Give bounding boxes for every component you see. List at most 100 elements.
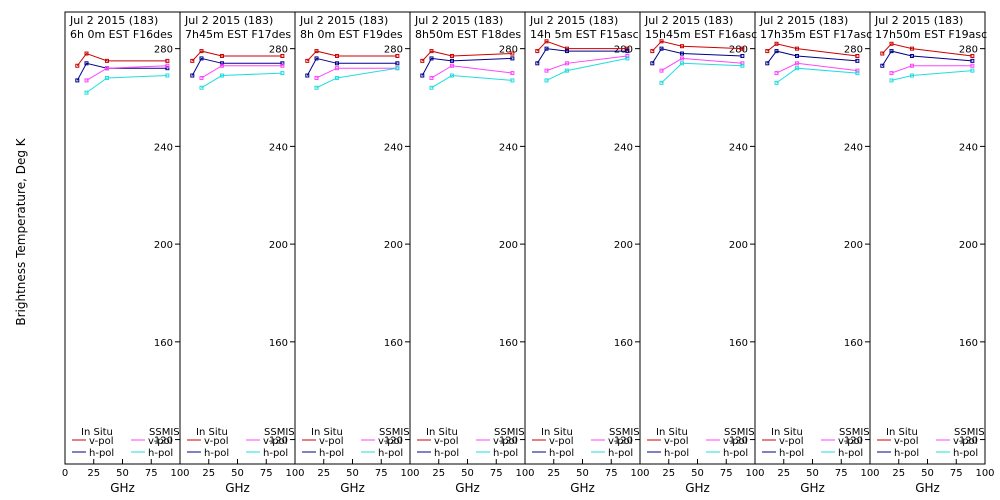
- legend-ssmis-title: SSMIS: [724, 427, 755, 438]
- series-line: [421, 50, 513, 62]
- data-point: [199, 49, 204, 54]
- y-tick-label: 120: [154, 436, 173, 447]
- legend-entry-label: h-pol: [894, 448, 919, 459]
- legend-entry-label: h-pol: [89, 448, 114, 459]
- data-point: [219, 53, 224, 58]
- series-line: [86, 75, 168, 94]
- y-tick-label: 160: [269, 338, 288, 349]
- data-point: [449, 53, 454, 58]
- x-axis-label: GHz: [685, 481, 710, 495]
- panel-title-time: 17h35m EST F17asc: [760, 28, 872, 41]
- data-point: [314, 85, 319, 90]
- data-point: [889, 41, 894, 46]
- x-tick-label: 75: [720, 468, 733, 479]
- y-tick-label: 280: [499, 45, 518, 56]
- legend-insitu-title: In Situ: [771, 427, 803, 438]
- series-line: [546, 57, 628, 81]
- data-point: [280, 61, 285, 66]
- y-tick-label: 160: [614, 338, 633, 349]
- data-point: [625, 53, 630, 58]
- y-tick-label: 200: [614, 240, 633, 251]
- x-tick-label: 75: [260, 468, 273, 479]
- x-tick-label: 50: [921, 468, 934, 479]
- data-point: [314, 49, 319, 54]
- data-point: [219, 61, 224, 66]
- series-line: [651, 40, 743, 52]
- series-line: [546, 55, 628, 72]
- x-tick-label: 100: [975, 468, 994, 479]
- data-point: [420, 73, 425, 78]
- data-point: [774, 49, 779, 54]
- panel-4: Jul 2 2015 (183)8h50m EST F18des 120 160 20…: [409, 11, 535, 495]
- panel-frame: [179, 11, 296, 465]
- legend-entry-label: v-pol: [434, 436, 459, 447]
- series-line: [306, 57, 398, 76]
- data-point: [314, 75, 319, 80]
- x-tick-label: 75: [145, 468, 158, 479]
- data-point: [774, 71, 779, 76]
- panel-frame: [754, 11, 871, 465]
- panel-2: Jul 2 2015 (183)7h45m EST F17des 120 160 20…: [179, 11, 305, 495]
- data-point: [314, 56, 319, 61]
- data-point: [880, 51, 885, 56]
- legend-insitu-title: In Situ: [426, 427, 458, 438]
- x-tick-label: 25: [432, 468, 445, 479]
- y-tick-label: 280: [384, 45, 403, 56]
- legend-entry-label: v-pol: [319, 436, 344, 447]
- data-point: [659, 39, 664, 44]
- series-line: [431, 65, 513, 79]
- data-point: [765, 61, 770, 66]
- legend-entry-label: v-pol: [779, 436, 804, 447]
- y-tick-label: 200: [729, 240, 748, 251]
- data-point: [280, 53, 285, 58]
- panel-3: Jul 2 2015 (183)8h 0m EST F19des 120 160 20…: [294, 11, 420, 495]
- x-tick-label: 100: [285, 468, 304, 479]
- data-point: [659, 46, 664, 51]
- panel-title-date: Jul 2 2015 (183): [644, 14, 733, 27]
- legend-entry-label: h-pol: [434, 448, 459, 459]
- data-point: [535, 49, 540, 54]
- x-tick-label: 100: [745, 468, 764, 479]
- legend-entry-label: v-pol: [664, 436, 689, 447]
- legend-entry-label: v-pol: [838, 436, 863, 447]
- y-axis-label: Brightness Temperature, Deg K: [14, 137, 28, 325]
- panel-title-date: Jul 2 2015 (183): [874, 14, 963, 27]
- series-line: [431, 75, 513, 89]
- x-tick-label: 25: [662, 468, 675, 479]
- panel-title-time: 6h 0m EST F16des: [70, 28, 173, 41]
- legend-ssmis-title: SSMIS: [264, 427, 295, 438]
- series-line: [766, 50, 858, 64]
- legend-insitu-title: In Situ: [886, 427, 918, 438]
- y-tick-label: 120: [384, 436, 403, 447]
- x-tick-label: 50: [231, 468, 244, 479]
- x-tick-label: 25: [547, 468, 560, 479]
- data-point: [889, 78, 894, 83]
- data-point: [305, 58, 310, 63]
- data-point: [625, 56, 630, 61]
- data-point: [794, 66, 799, 71]
- data-point: [855, 71, 860, 76]
- y-tick-label: 120: [959, 436, 978, 447]
- series-line: [536, 48, 628, 64]
- legend-entry-label: h-pol: [953, 448, 978, 459]
- legend-ssmis-title: SSMIS: [954, 427, 985, 438]
- y-tick-label: 280: [154, 45, 173, 56]
- panel-frame: [869, 11, 986, 465]
- y-tick-label: 240: [384, 142, 403, 153]
- series-line: [316, 67, 398, 79]
- legend-ssmis-title: SSMIS: [494, 427, 525, 438]
- x-tick-label: 100: [400, 468, 419, 479]
- legend-insitu-title: In Situ: [311, 427, 343, 438]
- y-tick-label: 240: [614, 142, 633, 153]
- data-point: [544, 46, 549, 51]
- data-point: [679, 56, 684, 61]
- legend-entry-label: v-pol: [378, 436, 403, 447]
- data-point: [740, 63, 745, 68]
- x-tick-label: 50: [806, 468, 819, 479]
- data-point: [219, 63, 224, 68]
- data-point: [625, 46, 630, 51]
- data-point: [650, 49, 655, 54]
- series-line: [776, 67, 858, 84]
